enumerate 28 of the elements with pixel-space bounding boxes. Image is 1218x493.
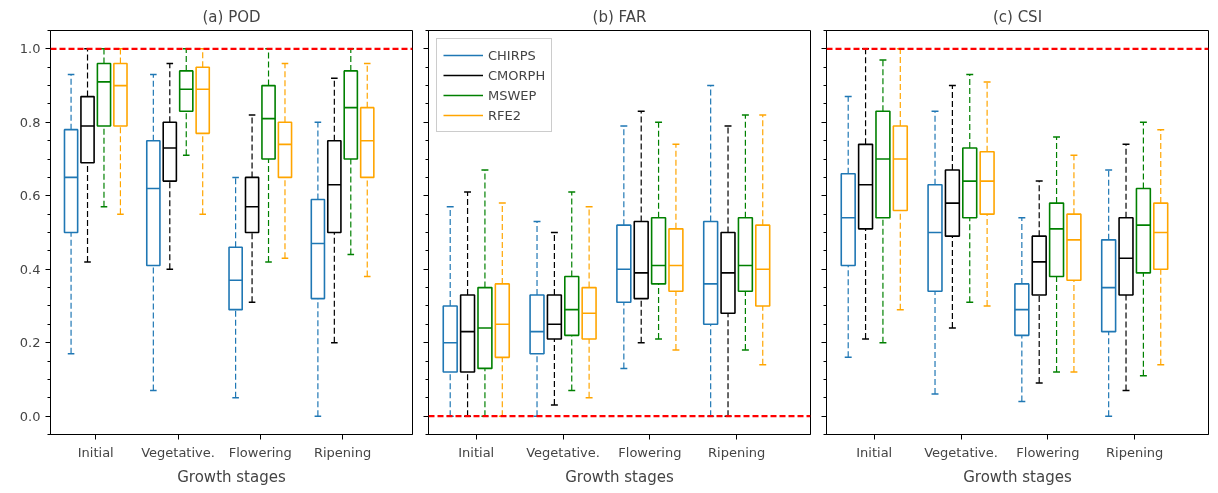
x-axis-title: Growth stages <box>963 467 1072 486</box>
chart-title: (b) FAR <box>592 7 647 26</box>
x-axis-title: Growth stages <box>565 467 674 486</box>
x-tick-label: Flowering <box>1016 444 1080 460</box>
y-tick-label: 0.2 <box>19 335 41 351</box>
chart-title: (a) POD <box>202 7 261 26</box>
y-tick-label: 1.0 <box>19 41 41 57</box>
x-tick-label: Flowering <box>228 444 292 460</box>
legend-label: CHIRPS <box>488 47 536 63</box>
y-tick-label: 0.4 <box>19 261 41 277</box>
x-axis-title: Growth stages <box>177 467 286 486</box>
x-tick-label: Ripening <box>708 444 766 460</box>
x-tick-label: Vegetative. <box>141 444 215 460</box>
x-tick-label: Ripening <box>1106 444 1164 460</box>
y-tick-label: 0.6 <box>19 188 41 204</box>
x-tick-label: Initial <box>458 444 495 460</box>
legend-label: RFE2 <box>488 107 521 123</box>
x-tick-label: Initial <box>77 444 114 460</box>
chart-title: (c) CSI <box>992 7 1043 26</box>
y-tick-label: 0.0 <box>19 408 41 424</box>
y-tick-label: 0.8 <box>19 114 41 130</box>
x-tick-label: Ripening <box>313 444 372 460</box>
legend-label: MSWEP <box>488 87 537 103</box>
x-tick-label: Vegetative. <box>924 444 998 460</box>
x-tick-label: Flowering <box>618 444 682 460</box>
x-tick-label: Vegetative. <box>526 444 600 460</box>
x-tick-label: Initial <box>856 444 893 460</box>
legend-label: CMORPH <box>488 67 546 83</box>
